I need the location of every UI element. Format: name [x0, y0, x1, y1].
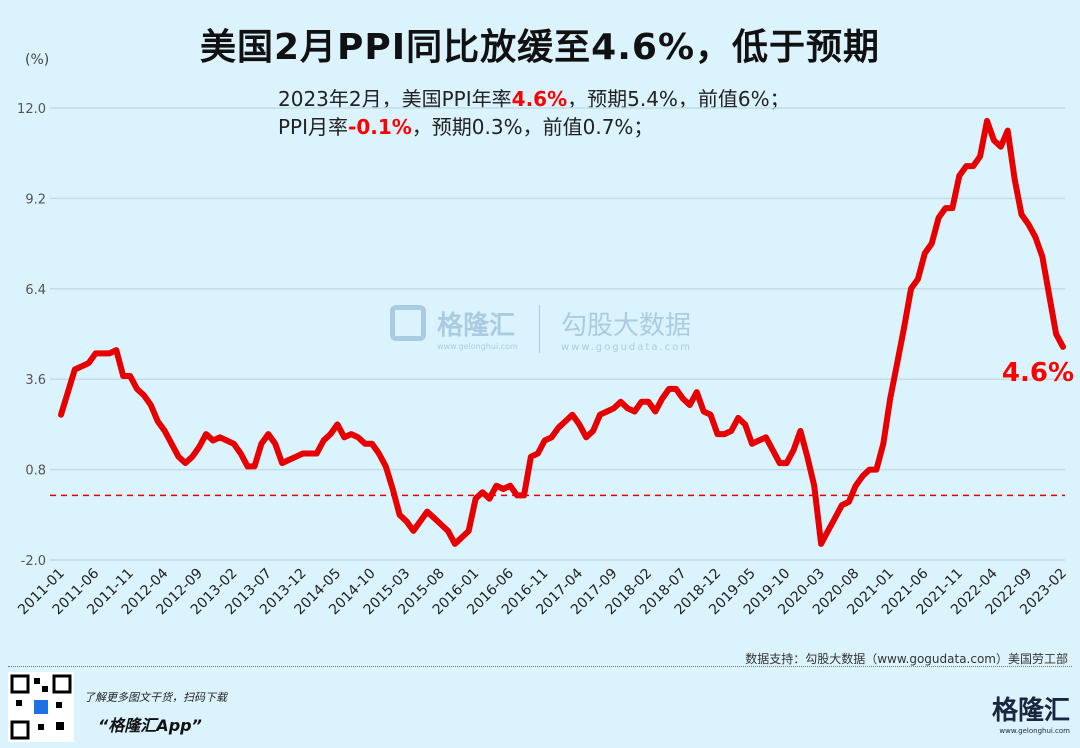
chart-title: 美国2月PPI同比放缓至4.6%，低于预期 [199, 27, 881, 68]
subtitle-text: ，预期0.3%，前值0.7%； [411, 115, 654, 139]
brand-logo-icon [390, 305, 426, 341]
watermark: 格隆汇 www.gelonghui.com 勾股大数据 www.gogudata… [390, 305, 692, 353]
promo-app-name: “格隆汇App” [98, 716, 202, 735]
watermark-data-brand: 勾股大数据 [560, 311, 691, 341]
brand-logo: 格隆汇 www.gelonghui.com [992, 690, 1070, 735]
y-tick-label: 0.8 [25, 464, 46, 479]
subtitle-line-2: PPI月率-0.1%，预期0.3%，前值0.7%； [278, 111, 653, 140]
qr-code-icon [8, 672, 74, 742]
data-source: 数据支持：勾股大数据（www.gogudata.com）美国劳工部 [745, 652, 1068, 666]
y-tick-label: 3.6 [25, 373, 46, 388]
promo-text: 了解更多图文干货，扫码下载 [84, 691, 227, 704]
end-value-label: 4.6% [1002, 358, 1074, 388]
y-tick-label: 9.2 [25, 192, 46, 207]
y-tick-label: -2.0 [21, 554, 46, 569]
brand-url: www.gelonghui.com [999, 727, 1070, 735]
ppi-yoy-value: 4.6% [511, 87, 568, 111]
watermark-data-url: www.gogudata.com [560, 342, 692, 353]
subtitle-text: 2023年2月，美国PPI年率 [278, 87, 512, 111]
ppi-mom-value: -0.1% [348, 115, 412, 139]
footer-divider [8, 666, 1072, 667]
subtitle-line-1: 2023年2月，美国PPI年率4.6%，预期5.4%，前值6%； [278, 83, 790, 112]
watermark-brand: 格隆汇 [437, 311, 516, 341]
subtitle-text: ，预期5.4%，前值6%； [567, 87, 790, 111]
brand-name: 格隆汇 [991, 696, 1070, 726]
qr-code-pattern [10, 674, 72, 740]
ppi-yoy-series-line [58, 117, 1066, 547]
subtitle-text: PPI月率 [278, 115, 349, 139]
y-tick-label: 6.4 [25, 283, 46, 298]
watermark-brand-url: www.gelonghui.com [437, 342, 518, 351]
y-tick-label: 12.0 [17, 102, 46, 117]
y-axis-unit: (%) [25, 52, 50, 68]
